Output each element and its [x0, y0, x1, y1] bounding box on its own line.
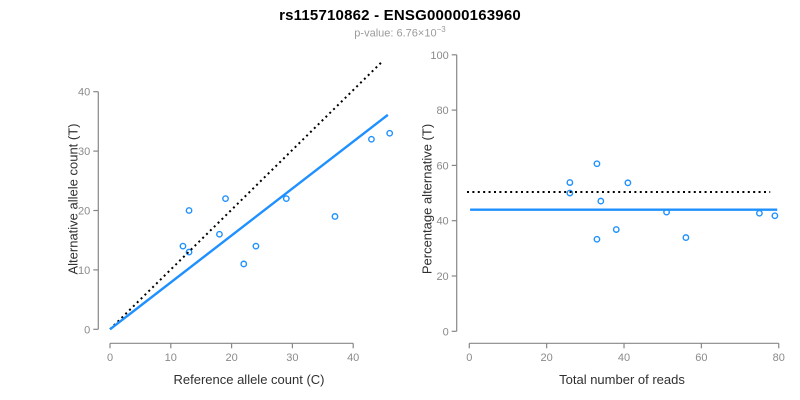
x-tick-label: 80 — [773, 352, 785, 364]
x-tick-label: 30 — [286, 352, 298, 364]
data-point — [566, 179, 574, 186]
fit-line — [109, 113, 389, 331]
data-point — [624, 179, 632, 187]
data-point — [566, 189, 574, 197]
data-point — [771, 212, 779, 220]
x-tick-label: 0 — [466, 352, 472, 364]
y-tick-label: 80 — [436, 105, 448, 117]
p-value-exponent: −3 — [436, 25, 446, 34]
right-x-axis-label: Total number of reads — [559, 372, 685, 387]
data-point — [331, 213, 339, 220]
data-point — [597, 197, 605, 205]
y-tick-label: 20 — [436, 271, 448, 283]
data-point — [179, 242, 187, 250]
x-tick-label: 0 — [107, 352, 113, 364]
x-tick-label: 60 — [695, 352, 707, 364]
data-point — [185, 207, 193, 214]
p-value-text: p-value: 6.76×10 — [354, 27, 437, 40]
x-tick-label: 40 — [618, 352, 630, 364]
data-point — [593, 235, 601, 243]
left-x-axis-label: Reference allele count (C) — [173, 372, 325, 387]
page-title: rs115710862 - ENSG00000163960 — [279, 7, 521, 24]
left-y-axis-label: Alternative allele count (T) — [65, 123, 81, 275]
data-point — [756, 209, 763, 217]
x-tick-label: 20 — [541, 352, 553, 364]
data-point — [252, 242, 260, 250]
identity-line — [109, 61, 382, 331]
y-tick-label: 20 — [78, 206, 90, 218]
y-tick-label: 30 — [78, 146, 90, 158]
data-point — [612, 226, 620, 233]
y-tick-label: 100 — [430, 50, 448, 62]
data-point — [368, 135, 375, 143]
data-point — [593, 160, 601, 168]
data-point — [240, 260, 248, 268]
y-tick-label: 0 — [84, 324, 90, 336]
x-tick-label: 10 — [165, 352, 177, 364]
x-tick-label: 20 — [225, 352, 237, 364]
data-point — [386, 129, 394, 137]
x-tick-label: 40 — [347, 352, 359, 364]
y-tick-label: 0 — [443, 326, 449, 338]
data-point — [682, 234, 690, 241]
data-point — [282, 195, 290, 203]
right-y-axis-label: Percentage alternative (T) — [419, 123, 435, 275]
data-point — [222, 195, 229, 203]
data-point — [216, 230, 223, 238]
data-point — [185, 248, 193, 256]
y-tick-label: 60 — [436, 160, 448, 172]
y-tick-label: 40 — [78, 87, 90, 99]
y-tick-label: 10 — [78, 265, 90, 277]
y-tick-label: 40 — [436, 216, 448, 228]
p-value-subtitle: p-value: 6.76×10−3 — [0, 25, 800, 40]
